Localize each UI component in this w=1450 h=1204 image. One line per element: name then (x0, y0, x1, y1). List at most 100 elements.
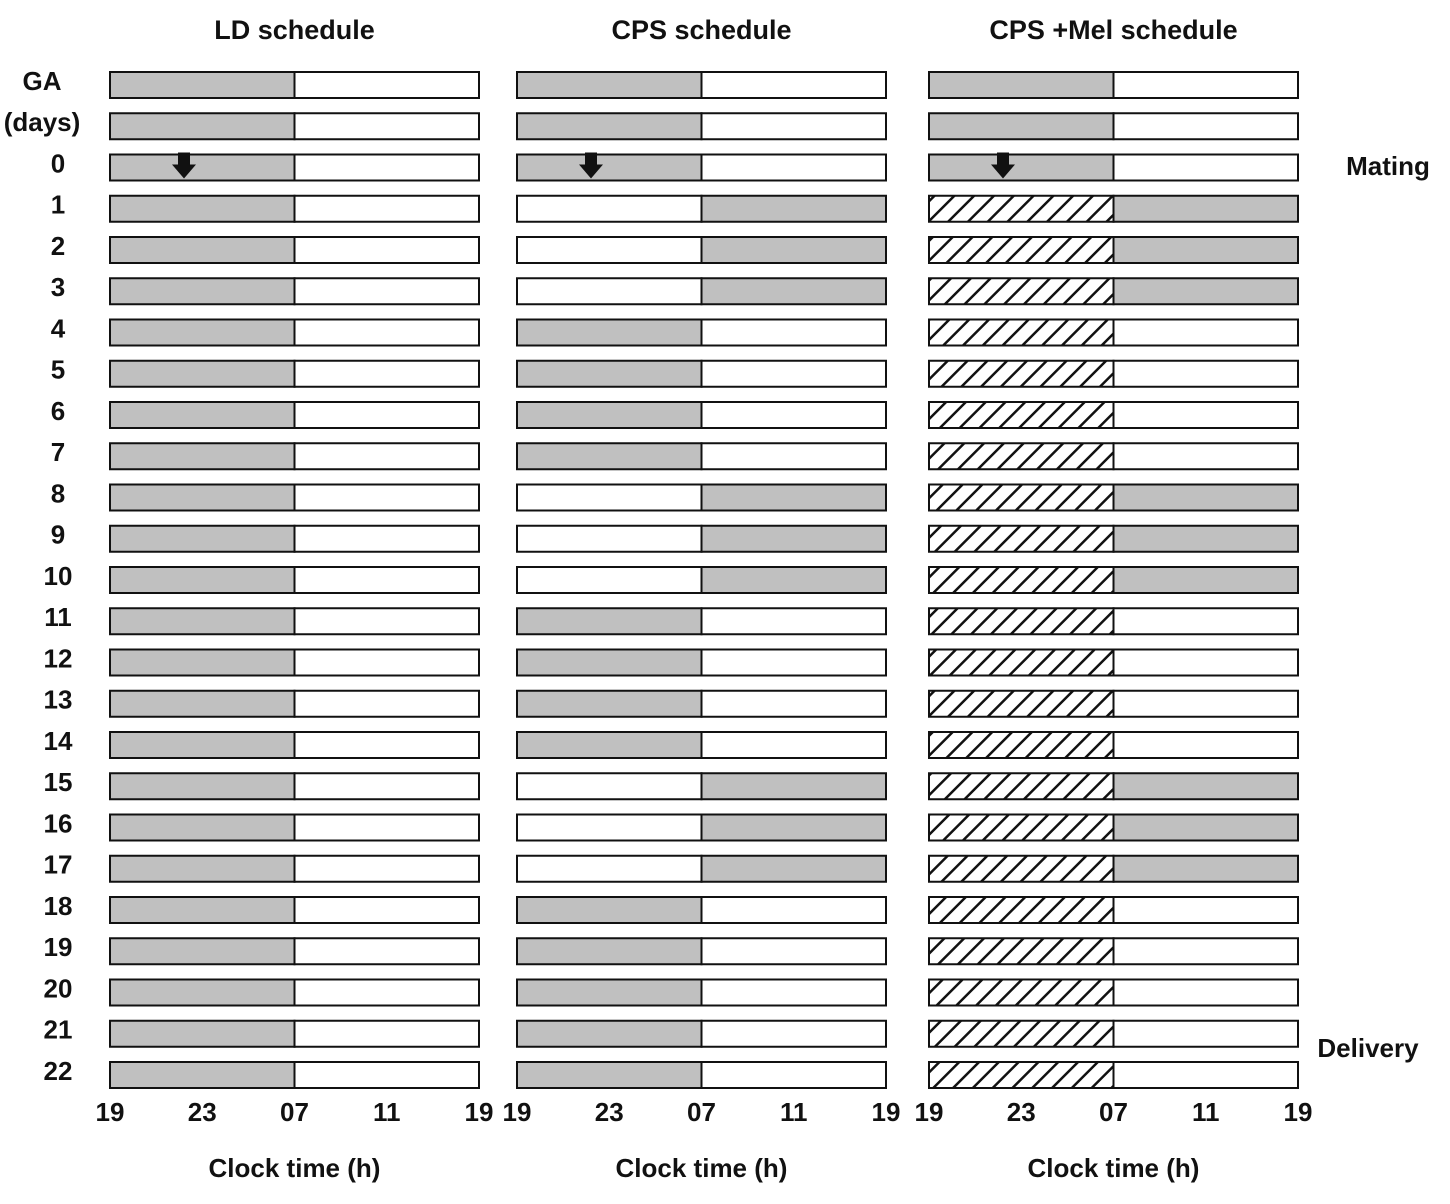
x-tick-label: 07 (280, 1097, 309, 1127)
day-segment (1112, 236, 1299, 264)
night-segment (928, 689, 1115, 718)
day-segment (700, 731, 887, 759)
night-segment (516, 813, 703, 842)
day-segment (293, 483, 480, 512)
day-segment (700, 483, 887, 512)
day-segment (293, 112, 480, 141)
night-segment (928, 772, 1115, 801)
night-segment (516, 1019, 703, 1048)
night-segment (109, 153, 296, 182)
day-segment (700, 153, 887, 182)
night-segment (109, 813, 296, 842)
x-tick-label: 11 (373, 1097, 401, 1127)
day-segment (700, 236, 887, 264)
x-tick-label: 11 (780, 1097, 808, 1127)
night-segment (109, 896, 296, 924)
row-label: 0 (51, 148, 65, 178)
day-segment (700, 318, 887, 347)
night-segment (109, 854, 296, 883)
day-segment (700, 1061, 887, 1089)
day-segment (1112, 194, 1299, 223)
row-label: 8 (51, 478, 65, 508)
row-label: 19 (44, 932, 73, 962)
mating-arrow (172, 152, 196, 179)
row-label: 12 (44, 643, 73, 673)
night-segment (109, 236, 296, 264)
row-label: 11 (44, 602, 72, 632)
day-segment (1112, 978, 1299, 1007)
row-label: 22 (44, 1056, 73, 1086)
x-tick-label: 19 (96, 1097, 125, 1127)
night-segment (516, 607, 703, 636)
night-segment (109, 607, 296, 636)
night-segment (109, 442, 296, 471)
x-axis-label: Clock time (h) (616, 1153, 788, 1183)
day-segment (700, 566, 887, 594)
night-segment (516, 401, 703, 429)
night-segment (928, 854, 1115, 883)
night-segment (928, 71, 1115, 99)
night-segment (516, 896, 703, 924)
day-segment (1112, 566, 1299, 594)
day-segment (700, 813, 887, 842)
row-label: 21 (44, 1015, 73, 1045)
day-segment (293, 648, 480, 677)
row-label: 6 (51, 396, 65, 426)
night-segment (928, 483, 1115, 512)
day-segment (1112, 153, 1299, 182)
night-segment (928, 978, 1115, 1007)
day-segment (700, 978, 887, 1007)
night-segment (516, 731, 703, 759)
day-segment (1112, 813, 1299, 842)
row-label: 4 (51, 313, 66, 343)
night-segment (928, 731, 1115, 759)
day-segment (1112, 1019, 1299, 1048)
day-segment (1112, 689, 1299, 718)
night-segment (928, 607, 1115, 636)
day-segment (700, 1019, 887, 1048)
night-segment (109, 937, 296, 966)
day-segment (1112, 112, 1299, 141)
night-segment (516, 937, 703, 966)
mating-arrow (991, 152, 1015, 179)
day-segment (1112, 854, 1299, 883)
night-segment (516, 194, 703, 223)
x-tick-label: 19 (503, 1097, 532, 1127)
night-segment (109, 318, 296, 347)
night-segment (928, 937, 1115, 966)
day-segment (1112, 731, 1299, 759)
day-segment (293, 524, 480, 553)
day-segment (700, 401, 887, 429)
night-segment (928, 813, 1115, 842)
night-segment (109, 566, 296, 594)
day-segment (1112, 71, 1299, 99)
night-segment (928, 318, 1115, 347)
night-segment (516, 153, 703, 182)
row-label: 14 (44, 726, 73, 756)
day-segment (293, 978, 480, 1007)
night-segment (109, 483, 296, 512)
night-segment (109, 71, 296, 99)
night-segment (928, 566, 1115, 594)
row-label: 18 (44, 891, 73, 921)
night-segment (928, 896, 1115, 924)
night-segment (516, 854, 703, 883)
row-label: GA (23, 66, 62, 96)
night-segment (516, 71, 703, 99)
day-segment (293, 566, 480, 594)
row-label: 20 (44, 973, 73, 1003)
row-label: 7 (51, 437, 65, 467)
x-tick-label: 07 (1099, 1097, 1128, 1127)
night-segment (109, 112, 296, 141)
night-segment (516, 442, 703, 471)
day-segment (700, 194, 887, 223)
night-segment (928, 112, 1115, 141)
night-segment (928, 194, 1115, 223)
night-segment (109, 731, 296, 759)
day-segment (293, 359, 480, 388)
day-segment (700, 524, 887, 553)
day-segment (1112, 648, 1299, 677)
x-tick-label: 11 (1192, 1097, 1220, 1127)
night-segment (928, 1061, 1115, 1089)
